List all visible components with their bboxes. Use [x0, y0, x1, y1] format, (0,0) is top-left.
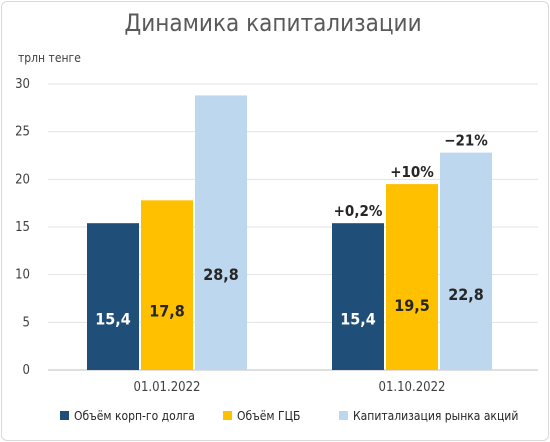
x-category-label: 01.10.2022	[379, 380, 446, 395]
legend-label: Объём ГЦБ	[237, 409, 300, 423]
bar	[87, 223, 139, 370]
bar	[195, 95, 247, 370]
legend-label: Капитализация рынка акций	[353, 409, 518, 423]
legend: Объём корп-го долга Объём ГЦБ Капитализаци…	[60, 409, 518, 423]
legend-swatch	[339, 411, 348, 420]
bar	[440, 152, 492, 370]
y-tick-label: 15	[15, 220, 30, 235]
bar	[386, 184, 438, 370]
change-label: +10%	[390, 163, 434, 181]
legend-label: Объём корп-го долга	[74, 409, 195, 423]
legend-swatch	[223, 411, 232, 420]
bar-value-label: 17,8	[149, 302, 185, 321]
y-tick-label: 30	[15, 77, 30, 92]
y-tick-label: 5	[23, 315, 30, 330]
data-labels: 15,4 17,8 28,8 15,4 +0,2% 19,5 +10% 22,8 −21%	[95, 132, 488, 329]
x-axis-categories: 01.01.2022 01.10.2022	[134, 380, 446, 395]
change-label: +0,2%	[334, 202, 383, 220]
y-axis-ticks: 0 5 10 15 20 25 30	[15, 77, 30, 378]
chart-title: Динамика капитализации	[124, 9, 421, 37]
y-unit-label: трлн тенге	[18, 51, 81, 65]
legend-swatch	[60, 411, 69, 420]
y-tick-label: 25	[15, 125, 30, 140]
bar-value-label: 28,8	[203, 265, 239, 284]
y-tick-label: 10	[15, 268, 30, 283]
bar-value-label: 15,4	[95, 310, 131, 329]
bar-value-label: 22,8	[448, 285, 484, 304]
bar-value-label: 15,4	[340, 310, 376, 329]
x-category-label: 01.01.2022	[134, 380, 201, 395]
y-tick-label: 20	[15, 172, 30, 187]
bars	[87, 95, 492, 370]
bar	[141, 200, 193, 370]
change-label: −21%	[444, 132, 488, 150]
bar	[332, 223, 384, 370]
bar-value-label: 19,5	[394, 296, 430, 315]
y-tick-label: 0	[23, 363, 30, 378]
